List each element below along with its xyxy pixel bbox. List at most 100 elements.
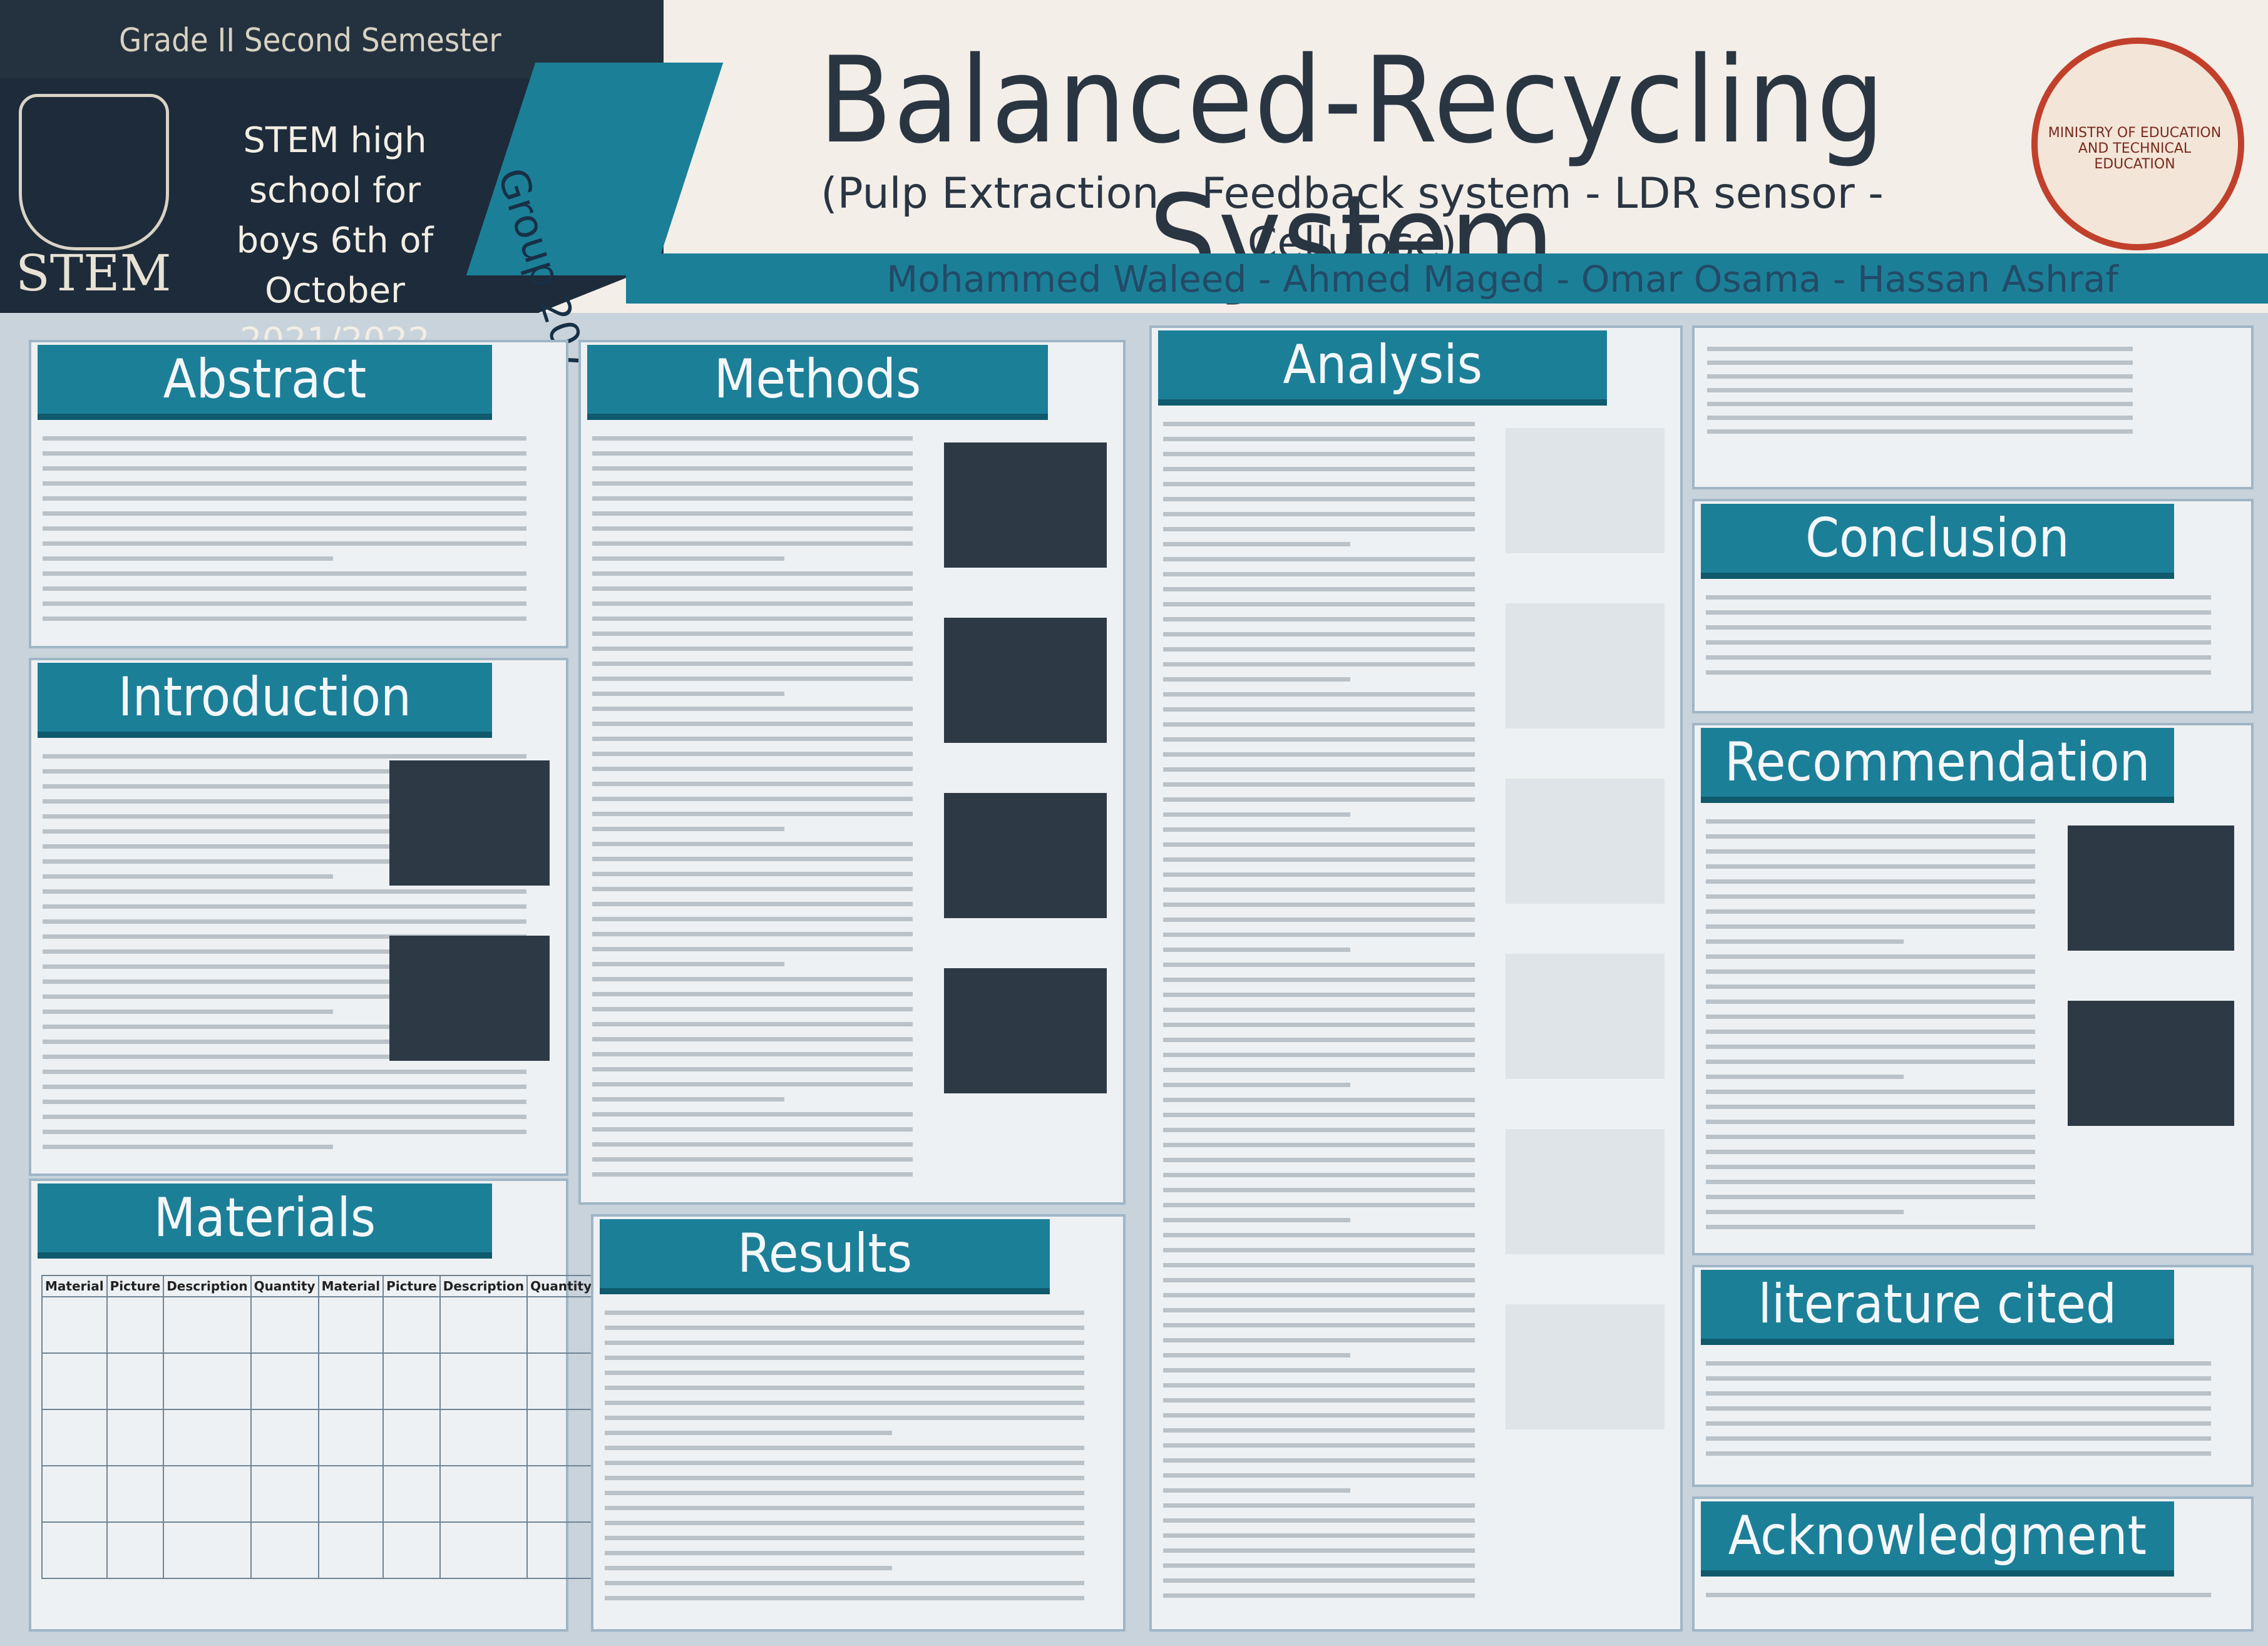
text-line: [592, 647, 913, 651]
cell: [439, 1409, 528, 1466]
text-line: [43, 829, 527, 834]
text-line: [1163, 812, 1351, 817]
text-line: [1163, 1338, 1475, 1342]
text-line: [1163, 902, 1475, 907]
text-line: [43, 571, 527, 576]
text-line: [1706, 1451, 2211, 1456]
cell: [250, 1465, 319, 1523]
table-header: Material Picture Description Quantity Materi…: [41, 1275, 596, 1297]
text-line: [1163, 948, 1351, 952]
figure: [389, 936, 550, 1061]
cell: [526, 1352, 596, 1410]
table-row: [41, 1465, 596, 1523]
cell: [106, 1521, 165, 1579]
text-line: [43, 1040, 527, 1044]
text-line: [592, 827, 785, 831]
section: Acknowledgment: [1692, 1496, 2254, 1632]
text-line: [592, 511, 913, 516]
cell: [317, 1352, 384, 1410]
text-line: [1706, 864, 2036, 869]
text-line: [1163, 918, 1475, 922]
text-line: [1163, 1023, 1475, 1027]
text-line: [1163, 527, 1475, 531]
title: Balanced-Recycling System: [818, 31, 1886, 308]
text-line: [592, 1172, 913, 1177]
cell: [317, 1296, 384, 1354]
text-line: [605, 1386, 1084, 1390]
text-line: [1163, 692, 1475, 697]
text-line: [43, 526, 527, 531]
text-line: [1706, 1045, 2036, 1049]
text-line: [1163, 1443, 1475, 1448]
cell: [526, 1465, 596, 1523]
text-line: [592, 692, 785, 696]
text-line: [592, 556, 785, 561]
text-line: [43, 616, 527, 621]
text-line: [1706, 1060, 2036, 1064]
text-line: [1706, 1436, 2211, 1441]
section: Materials Material Picture Description Quant…: [29, 1178, 596, 1632]
text-line: [1163, 1353, 1351, 1357]
text-line: [605, 1461, 1084, 1465]
text-line: [592, 767, 913, 771]
figure: [2067, 826, 2235, 951]
text-line: [43, 1145, 333, 1149]
text-line: [1706, 1030, 2036, 1034]
text-line: [43, 601, 527, 606]
text-line: [1163, 827, 1475, 832]
text-line: [592, 677, 913, 681]
cell: [163, 1296, 252, 1354]
cell: [439, 1465, 528, 1523]
text-line: [1163, 933, 1475, 937]
text-line: [1163, 1098, 1475, 1102]
text-line: [1163, 467, 1475, 471]
cell: [250, 1409, 319, 1466]
text-line: [1706, 819, 2036, 824]
text-line: [592, 481, 913, 486]
text-line: [605, 1491, 1084, 1495]
text-line: [605, 1371, 1084, 1375]
school: STEM high school for boys 6th of October…: [188, 116, 482, 366]
cell: [106, 1352, 165, 1410]
section-title: Materials: [38, 1183, 492, 1252]
text-line: [1707, 402, 2133, 406]
text-line: [1706, 1391, 2211, 1396]
text-line: [1163, 963, 1475, 967]
text-line: [1706, 984, 2036, 989]
cell: [250, 1296, 319, 1354]
text-line: [1706, 595, 2211, 600]
cell: [41, 1409, 108, 1466]
text-line: [1163, 1143, 1475, 1147]
text-line: [592, 707, 913, 711]
text-line: [1163, 482, 1475, 486]
text-line: [43, 949, 527, 954]
text-line: [1163, 1158, 1475, 1162]
cell: [382, 1296, 441, 1354]
text-line: [592, 616, 913, 621]
text-line: [43, 1115, 527, 1119]
text-line: [43, 556, 333, 561]
text-line: [1163, 1293, 1475, 1297]
cell: [106, 1296, 165, 1354]
text-line: [43, 1010, 333, 1014]
text-line: [592, 496, 913, 501]
column-header: Description: [163, 1275, 252, 1297]
figure: [1506, 954, 1665, 1079]
text-line: [1163, 557, 1475, 561]
section-title: Introduction: [38, 663, 492, 732]
text-line: [1163, 1188, 1475, 1192]
text-line: [605, 1536, 1084, 1540]
figure: [2067, 1001, 2235, 1126]
cell: [41, 1465, 108, 1523]
text-line: [605, 1341, 1084, 1345]
text-line: [43, 1025, 527, 1029]
text-line: [1163, 1428, 1475, 1433]
text-line: [1163, 1473, 1475, 1478]
cell: [439, 1521, 528, 1579]
cell: [439, 1352, 528, 1410]
text-line: [43, 934, 527, 939]
text-line: [1163, 842, 1475, 847]
text-line: [1163, 452, 1475, 456]
text-line: [1706, 610, 2211, 615]
cell: [382, 1352, 441, 1410]
